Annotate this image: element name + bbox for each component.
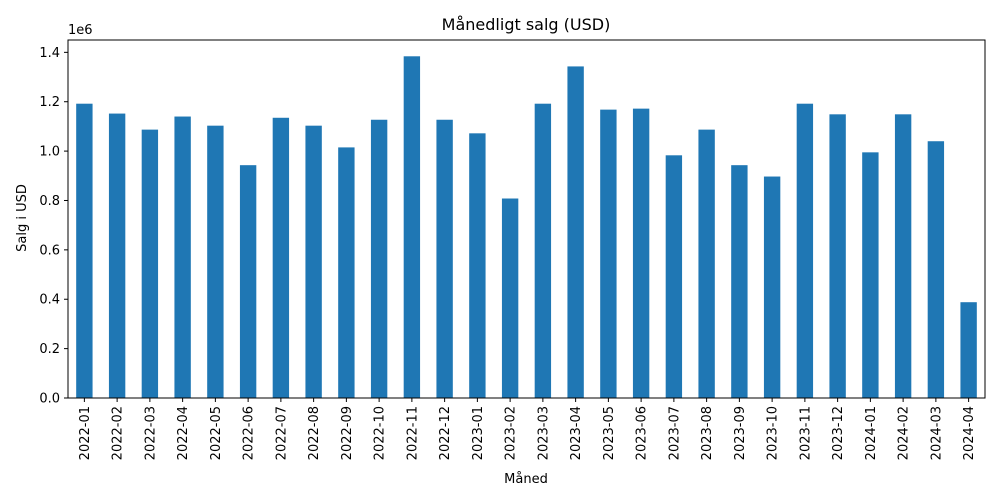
bar-2024-02 (894, 114, 912, 399)
y-tick-label: 1.4 (39, 46, 60, 61)
y-tick-label: 0.4 (39, 293, 60, 308)
y-tick-label: 0.8 (39, 194, 60, 209)
y-tick-label: 0.6 (39, 243, 60, 258)
bar-2022-10 (370, 119, 388, 398)
x-tick-label: 2022-11 (405, 406, 420, 460)
bar-2022-08 (305, 125, 322, 399)
bar-2022-03 (141, 129, 159, 398)
x-tick-label: 2023-10 (766, 406, 781, 460)
x-tick-label: 2023-12 (831, 406, 846, 460)
bar-2023-08 (698, 129, 715, 398)
x-tick-label: 2022-03 (143, 406, 158, 460)
x-tick-label: 2023-04 (569, 406, 584, 460)
bar-2023-03 (534, 103, 552, 398)
bar-2022-05 (207, 125, 224, 399)
x-tick-label: 2022-05 (209, 406, 224, 460)
plot-frame (67, 39, 986, 399)
bar-2024-03 (927, 141, 945, 398)
x-tick-label: 2022-04 (176, 406, 191, 460)
bar-2024-04 (960, 302, 977, 398)
bar-2023-01 (469, 133, 486, 398)
bar-2022-11 (403, 56, 421, 399)
bar-2024-01 (862, 152, 879, 398)
x-tick-label: 2023-05 (602, 406, 617, 460)
bar-2023-02 (501, 198, 519, 398)
y-tick-label: 1.2 (39, 95, 60, 110)
x-tick-label: 2023-03 (536, 406, 551, 460)
bar-2023-05 (600, 109, 617, 399)
y-tick-label: 0.2 (39, 342, 60, 357)
y-axis-scale-label: 1e6 (68, 23, 93, 38)
x-tick-label: 2023-07 (667, 406, 682, 460)
x-tick-label: 2024-01 (864, 406, 879, 460)
bar-2022-06 (239, 165, 257, 398)
bar-2022-04 (174, 116, 191, 398)
bar-2022-07 (272, 117, 290, 399)
x-tick-label: 2023-09 (733, 406, 748, 460)
x-tick-label: 2022-01 (78, 406, 93, 460)
bar-2023-12 (829, 114, 846, 399)
chart-title: Månedligt salg (USD) (442, 15, 611, 34)
x-tick-label: 2024-03 (929, 406, 944, 460)
x-tick-label: 2022-07 (274, 406, 289, 460)
bar-2023-04 (567, 66, 584, 398)
x-tick-label: 2023-06 (635, 406, 650, 460)
bars-group (76, 56, 977, 399)
x-tick-label: 2023-08 (700, 406, 715, 460)
y-axis-ticks: 0.0 0.2 0.4 0.6 0.8 1.0 1.2 1.4 (39, 46, 68, 407)
x-tick-label: 2023-02 (504, 406, 519, 460)
x-tick-label: 2022-09 (340, 406, 355, 460)
bar-2022-09 (338, 147, 355, 398)
bar-2023-06 (632, 108, 650, 398)
y-tick-label: 0.0 (39, 392, 60, 407)
x-axis-label: Måned (504, 472, 548, 487)
bar-2023-11 (796, 103, 814, 398)
x-axis-ticks: 2022-01 2022-02 2022-03 2022-04 2022-05 2022-… (78, 398, 977, 460)
x-tick-label: 2024-02 (897, 406, 912, 460)
x-tick-label: 2022-10 (373, 406, 388, 460)
x-tick-label: 2024-04 (962, 406, 977, 460)
x-tick-label: 2023-01 (471, 406, 486, 460)
x-tick-label: 2023-11 (798, 406, 813, 460)
x-tick-label: 2022-12 (438, 406, 453, 460)
y-axis-label: Salg i USD (15, 184, 30, 252)
bar-2022-01 (76, 103, 93, 398)
bar-2023-09 (731, 165, 748, 398)
bar-2022-02 (108, 113, 126, 399)
y-tick-label: 1.0 (39, 145, 60, 160)
x-tick-label: 2022-06 (242, 406, 257, 460)
x-tick-label: 2022-02 (111, 406, 126, 460)
x-tick-label: 2022-08 (307, 406, 322, 460)
bar-2022-12 (436, 119, 453, 398)
bar-2023-10 (763, 176, 781, 398)
bar-2023-07 (665, 155, 683, 398)
